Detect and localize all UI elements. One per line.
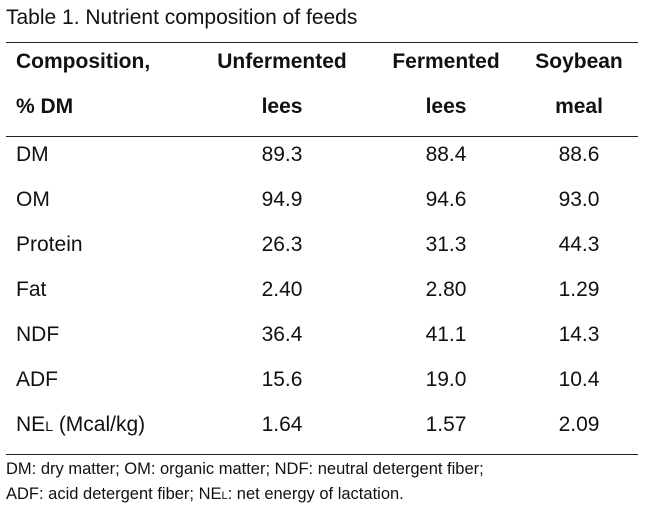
footnote-line2-end: : net energy of lactation. bbox=[227, 485, 404, 503]
cell-adf-unfermented: 15.6 bbox=[261, 368, 303, 391]
row-label-om: OM bbox=[16, 188, 50, 211]
header-fermented-line2: lees bbox=[425, 95, 467, 118]
header-unfermented-line2: lees bbox=[261, 95, 303, 118]
cell-om-unfermented: 94.9 bbox=[261, 188, 303, 211]
cell-fat-unfermented: 2.40 bbox=[261, 278, 303, 301]
row-label-protein: Protein bbox=[16, 233, 83, 256]
row-label-nel-unit: (Mcal/kg) bbox=[52, 413, 146, 436]
cell-dm-soybean: 88.6 bbox=[558, 143, 600, 166]
row-label-nel: NEL (Mcal/kg) bbox=[16, 411, 145, 440]
header-fermented-line1: Fermented bbox=[392, 50, 500, 73]
cell-ndf-soybean: 14.3 bbox=[558, 323, 600, 346]
header-composition-line2: % DM bbox=[16, 95, 74, 118]
footnote-line2-subscript: L bbox=[221, 490, 228, 502]
cell-om-soybean: 93.0 bbox=[558, 188, 600, 211]
cell-adf-fermented: 19.0 bbox=[425, 368, 467, 391]
table-top-rule bbox=[6, 42, 638, 43]
cell-protein-soybean: 44.3 bbox=[558, 233, 600, 256]
table-header-rule bbox=[6, 136, 638, 137]
footnote-line2: ADF: acid detergent fiber; NEL: net ener… bbox=[6, 482, 642, 509]
cell-ndf-unfermented: 36.4 bbox=[261, 323, 303, 346]
table-footnote: DM: dry matter; OM: organic matter; NDF:… bbox=[6, 457, 642, 509]
cell-protein-unfermented: 26.3 bbox=[261, 233, 303, 256]
row-label-adf: ADF bbox=[16, 368, 58, 391]
header-composition-line1: Composition, bbox=[16, 50, 151, 73]
cell-protein-fermented: 31.3 bbox=[425, 233, 467, 256]
cell-om-fermented: 94.6 bbox=[425, 188, 467, 211]
cell-dm-unfermented: 89.3 bbox=[261, 143, 303, 166]
footnote-line1: DM: dry matter; OM: organic matter; NDF:… bbox=[6, 460, 484, 478]
cell-adf-soybean: 10.4 bbox=[558, 368, 600, 391]
row-label-nel-subscript: L bbox=[45, 418, 53, 434]
cell-dm-fermented: 88.4 bbox=[425, 143, 467, 166]
cell-ndf-fermented: 41.1 bbox=[425, 323, 467, 346]
row-label-ndf: NDF bbox=[16, 323, 60, 346]
cell-nel-fermented: 1.57 bbox=[425, 413, 467, 436]
row-label-fat: Fat bbox=[16, 278, 47, 301]
cell-fat-fermented: 2.80 bbox=[425, 278, 467, 301]
header-soybean-line1: Soybean bbox=[535, 50, 623, 73]
footnote-line2-start: ADF: acid detergent fiber; NE bbox=[6, 485, 222, 503]
row-label-nel-main: NE bbox=[16, 413, 46, 436]
header-soybean-line2: meal bbox=[555, 95, 603, 118]
cell-fat-soybean: 1.29 bbox=[558, 278, 600, 301]
table-title: Table 1. Nutrient composition of feeds bbox=[6, 6, 358, 29]
header-unfermented-line1: Unfermented bbox=[217, 50, 347, 73]
cell-nel-unfermented: 1.64 bbox=[261, 413, 303, 436]
cell-nel-soybean: 2.09 bbox=[558, 413, 600, 436]
table-bottom-rule bbox=[6, 454, 638, 455]
row-label-dm: DM bbox=[16, 143, 49, 166]
